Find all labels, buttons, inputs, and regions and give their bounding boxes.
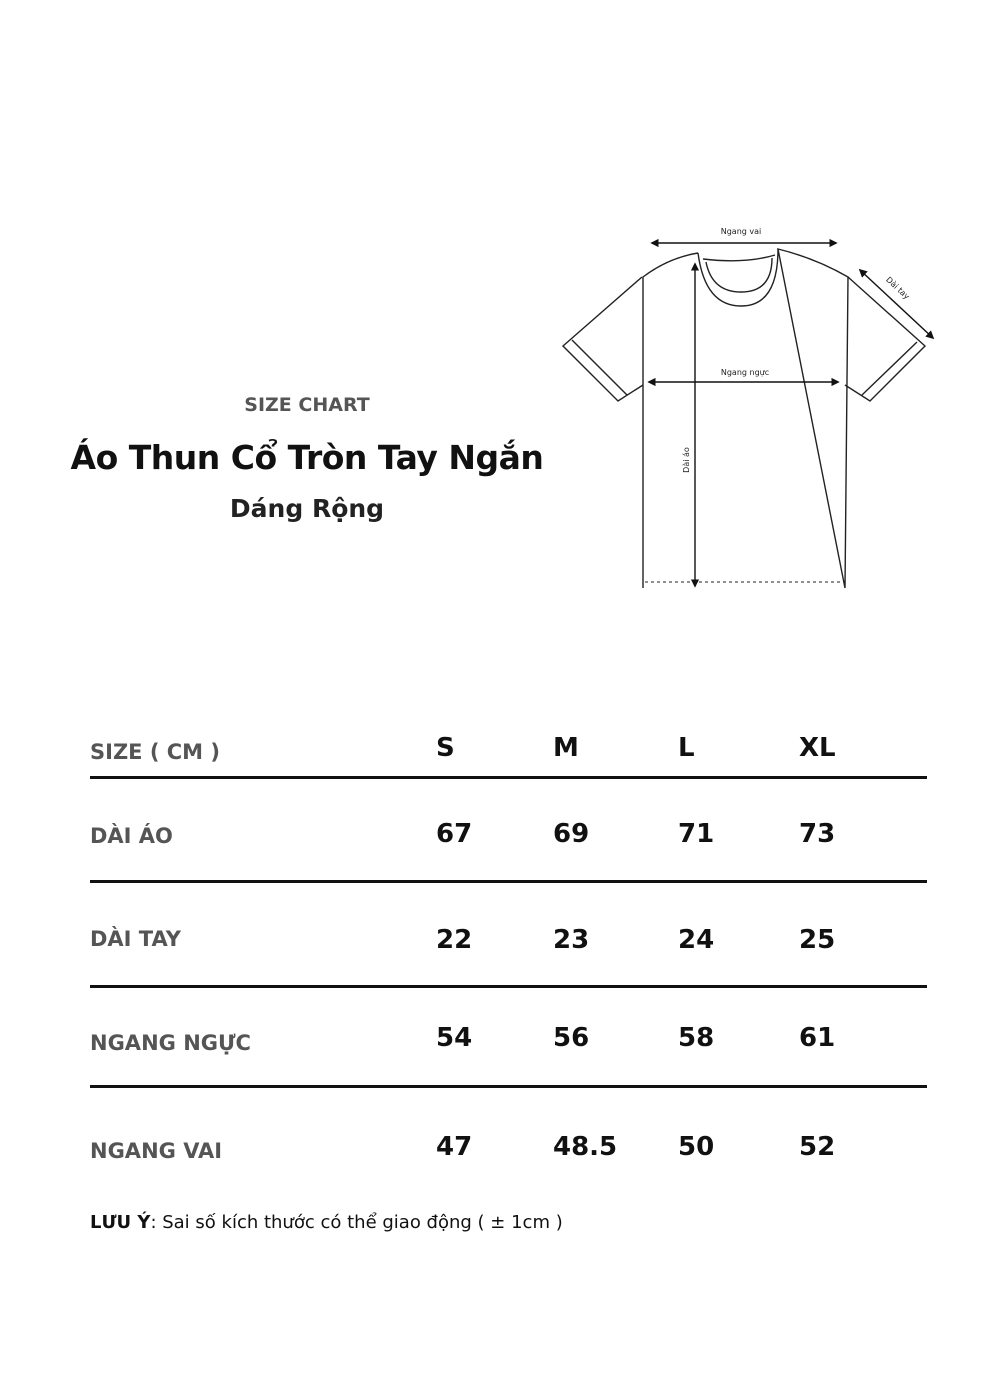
cell: 47 [436, 1132, 473, 1162]
cell: 52 [799, 1132, 836, 1162]
divider [90, 880, 927, 883]
measure-arrows [647, 238, 935, 588]
cell: 69 [553, 819, 590, 849]
row-label: NGANG NGỰC [90, 1031, 251, 1055]
divider [90, 985, 927, 988]
sleeve-label: Dài tay [884, 275, 911, 301]
note-text: : Sai số kích thước có thể giao động ( ±… [150, 1212, 563, 1233]
size-header-m: M [553, 733, 579, 763]
cell: 71 [678, 819, 715, 849]
cell: 25 [799, 925, 836, 955]
size-header-xl: XL [799, 733, 836, 763]
size-header-l: L [678, 733, 695, 763]
cell: 24 [678, 925, 715, 955]
cell: 23 [553, 925, 590, 955]
sleeve-arrow [858, 268, 935, 340]
chest-label: Ngang ngực [721, 368, 769, 378]
size-chart-label: SIZE CHART [244, 394, 370, 416]
table-header-label: SIZE ( CM ) [90, 740, 220, 764]
cell: 50 [678, 1132, 715, 1162]
length-label: Dài áo [682, 447, 691, 473]
cell: 56 [553, 1023, 590, 1053]
row-label: DÀI TAY [90, 927, 181, 951]
cell: 22 [436, 925, 473, 955]
page-title: Áo Thun Cổ Tròn Tay Ngắn [70, 438, 544, 477]
cell: 54 [436, 1023, 473, 1053]
page-subtitle: Dáng Rộng [229, 494, 385, 523]
cell: 73 [799, 819, 836, 849]
row-label: NGANG VAI [90, 1139, 223, 1163]
cell: 67 [436, 819, 473, 849]
cell: 58 [678, 1023, 715, 1053]
cell: 48.5 [553, 1132, 618, 1162]
note: LƯU Ý: Sai số kích thước có thể giao độn… [90, 1212, 563, 1233]
divider [90, 1085, 927, 1088]
divider [90, 776, 927, 779]
cell: 61 [799, 1023, 836, 1053]
tshirt-outline [561, 248, 927, 589]
tshirt-diagram: Ngang vai Ngang ngực Dài áo Dài tay [561, 227, 935, 589]
shoulder-label: Ngang vai [721, 227, 762, 236]
size-header-s: S [436, 733, 455, 763]
row-label: DÀI ÁO [90, 824, 173, 848]
note-label: LƯU Ý [90, 1212, 151, 1233]
